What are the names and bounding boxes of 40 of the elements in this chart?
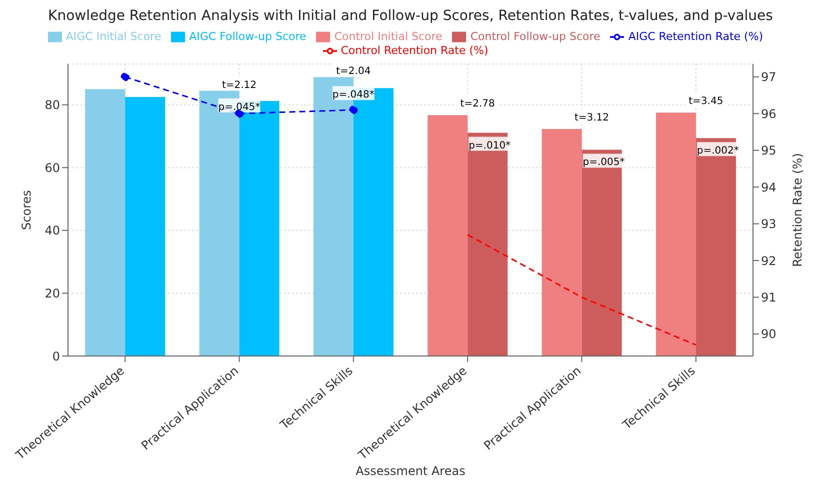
annotation: p=.005* — [582, 157, 625, 168]
bar — [428, 115, 468, 356]
y2-tick-label: 96 — [761, 106, 776, 121]
point — [349, 106, 358, 114]
y2-tick-label: 94 — [761, 180, 776, 194]
y2-tick-label: 92 — [761, 254, 776, 268]
annotation: t=3.12 — [574, 112, 610, 124]
bar — [656, 112, 696, 356]
legend-label: Control Follow-up Score — [470, 30, 600, 44]
bar — [125, 96, 166, 356]
y2-axis-title: Retention Rate (%) — [790, 153, 804, 267]
legend-label: AIGC Initial Score — [66, 30, 162, 44]
x-axis-title: Assessment Areas — [356, 464, 466, 478]
bar — [542, 128, 582, 356]
annotation: t=2.78 — [460, 98, 495, 110]
y-tick-label: 60 — [44, 160, 60, 175]
annotation: p=.048* — [332, 90, 374, 101]
y-tick-label: 40 — [44, 224, 60, 238]
annotation: p=.002* — [696, 146, 739, 157]
y-tick-label: 0 — [52, 349, 60, 364]
annotation: t=2.12 — [222, 80, 257, 91]
y2-tick-label: 97 — [761, 70, 776, 84]
y2-tick-label: 93 — [761, 217, 776, 232]
legend-label: AIGC Follow-up Score — [189, 30, 306, 44]
annotation: t=3.45 — [688, 96, 724, 108]
chart-title: Knowledge Retention Analysis with Initial and Follow-up Scores, Retention Rates, t-values, and p-values — [47, 8, 774, 24]
point — [120, 72, 130, 82]
bar — [85, 89, 126, 356]
legend-label: Control Initial Score — [334, 30, 442, 44]
legend-label: AIGC Retention Rate (%) — [628, 30, 764, 44]
annotation: p=.045* — [218, 102, 260, 113]
y2-tick-label: 90 — [761, 327, 776, 342]
y-tick-label: 80 — [44, 98, 60, 112]
legend-label: Control Retention Rate (%) — [340, 44, 488, 58]
y-tick-label: 20 — [44, 286, 60, 300]
annotation: p=.010* — [468, 140, 511, 152]
y2-tick-label: 91 — [761, 290, 776, 304]
y-axis-title: Scores — [19, 190, 34, 230]
y2-tick-label: 95 — [761, 144, 776, 158]
annotation: t=2.04 — [336, 66, 371, 77]
